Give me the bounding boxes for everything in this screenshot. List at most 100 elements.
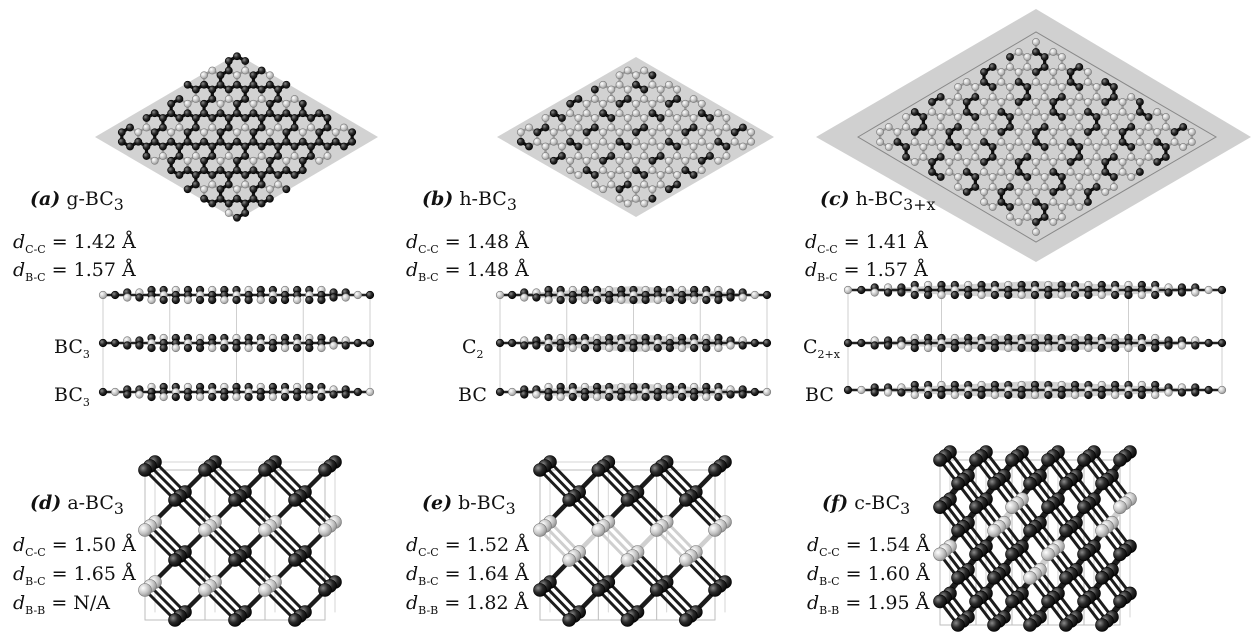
boron-atom — [1070, 390, 1080, 400]
bond — [601, 584, 634, 618]
carbon-atom — [1005, 453, 1019, 467]
carbon-atom — [1084, 128, 1092, 136]
carbon-atom — [574, 95, 583, 103]
carbon-atom — [951, 571, 965, 585]
carbon-atom — [1110, 83, 1118, 91]
boron-atom — [739, 142, 747, 151]
carbon-atom — [556, 295, 565, 305]
carbon-atom — [580, 343, 590, 353]
carbon-atom — [208, 199, 217, 208]
carbon-atom — [580, 392, 590, 402]
carbon-atom — [649, 463, 664, 477]
carbon-atom — [183, 185, 192, 194]
carbon-atom — [1113, 594, 1127, 609]
bond — [572, 554, 605, 588]
boron-atom — [690, 295, 699, 305]
carbon-atom — [241, 114, 250, 122]
bond — [143, 588, 177, 622]
boron-atom — [1151, 390, 1160, 400]
boron-atom — [1110, 123, 1118, 131]
boron-atom — [599, 185, 607, 194]
carbon-atom — [1077, 547, 1091, 562]
boron-atom — [1006, 143, 1014, 151]
boron-atom — [1101, 138, 1110, 146]
carbon-atom — [200, 156, 208, 165]
boron-atom — [997, 78, 1006, 86]
boron-atom — [1004, 343, 1013, 353]
carbon-atom — [208, 152, 217, 160]
carbon-atom — [191, 171, 200, 179]
carbon-atom — [1006, 203, 1014, 211]
boron-atom — [640, 114, 649, 122]
carbon-atom — [142, 152, 151, 160]
carbon-atom — [208, 85, 217, 94]
boron-atom — [147, 295, 156, 305]
boron-atom — [928, 138, 936, 146]
carbon-atom — [677, 392, 687, 402]
carbon-atom — [857, 338, 866, 348]
boron-atom — [1023, 53, 1032, 61]
carbon-atom — [1124, 290, 1133, 300]
boron-atom — [1191, 288, 1200, 297]
bond — [596, 528, 629, 562]
carbon-atom — [232, 295, 241, 305]
carbon-atom — [298, 109, 307, 118]
carbon-atom — [620, 613, 635, 627]
carbon-atom — [298, 137, 307, 146]
carbon-atom — [348, 137, 357, 146]
distance-bb-f: dB-B = 1.95 Å — [807, 592, 930, 617]
boron-atom — [964, 343, 973, 353]
boron-atom — [495, 290, 505, 300]
bond — [626, 498, 659, 532]
carbon-atom — [988, 143, 997, 151]
carbon-atom — [123, 390, 132, 399]
carbon-atom — [147, 392, 156, 402]
bond — [183, 490, 217, 524]
boron-atom — [1041, 547, 1055, 562]
carbon-atom — [1044, 290, 1053, 300]
boron-atom — [762, 387, 772, 397]
boron-atom — [919, 153, 928, 161]
boron-atom — [1136, 158, 1144, 166]
boron-atom — [714, 343, 723, 353]
carbon-atom — [266, 80, 274, 89]
boron-atom — [1144, 143, 1153, 151]
distance-bc-d: dB-C = 1.65 Å — [13, 563, 136, 588]
carbon-atom — [315, 128, 324, 137]
carbon-atom — [708, 463, 722, 477]
carbon-atom — [632, 80, 640, 89]
carbon-atom — [348, 128, 357, 137]
boron-atom — [980, 188, 988, 196]
boron-atom — [617, 295, 626, 305]
boron-atom — [714, 156, 723, 165]
carbon-atom — [726, 293, 735, 302]
carbon-atom — [997, 188, 1006, 196]
boron-atom — [323, 152, 332, 160]
boron-atom — [990, 390, 1000, 400]
carbon-atom — [679, 493, 693, 507]
boron-atom — [623, 114, 632, 122]
carbon-atom — [739, 123, 747, 132]
boron-atom — [191, 152, 200, 160]
carbon-atom — [937, 343, 946, 353]
boron-atom — [1118, 108, 1127, 116]
boron-atom — [980, 128, 988, 136]
carbon-atom — [1023, 83, 1032, 91]
boron-atom — [331, 128, 340, 137]
boron-atom — [1097, 290, 1106, 300]
boron-atom — [656, 142, 665, 151]
carbon-atom — [1058, 93, 1066, 101]
carbon-atom — [1077, 500, 1091, 514]
carbon-atom — [1017, 390, 1026, 400]
carbon-atom — [257, 85, 266, 94]
carbon-atom — [257, 180, 266, 189]
boron-atom — [936, 143, 945, 151]
carbon-atom — [1017, 343, 1026, 353]
carbon-atom — [224, 57, 233, 65]
boron-atom — [318, 523, 332, 537]
carbon-atom — [1006, 123, 1014, 131]
carbon-atom — [1095, 618, 1109, 632]
carbon-atom — [933, 453, 947, 467]
carbon-atom — [706, 152, 714, 160]
boron-atom — [1187, 138, 1196, 146]
